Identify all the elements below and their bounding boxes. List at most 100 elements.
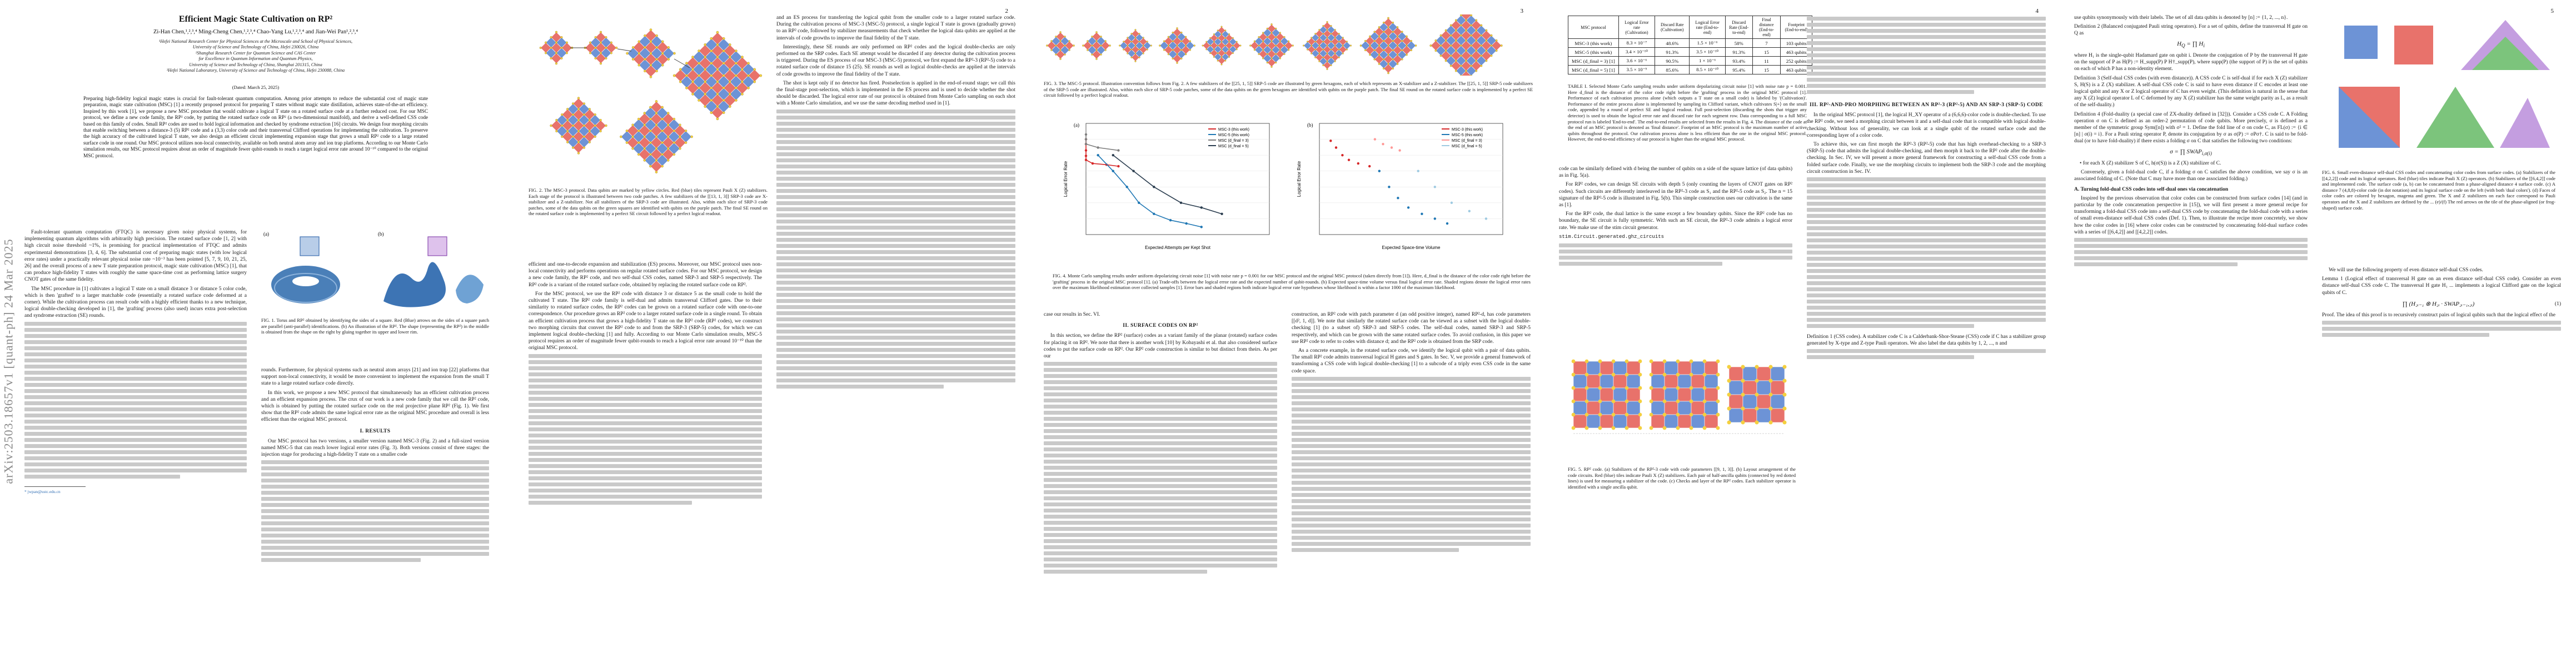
text-line-placeholder bbox=[776, 201, 1015, 205]
data-point bbox=[1185, 222, 1188, 225]
data-qubit bbox=[1465, 59, 1467, 62]
data-qubit bbox=[644, 58, 646, 61]
data-qubit bbox=[1318, 52, 1321, 54]
data-point bbox=[1091, 162, 1094, 165]
stabilizer-tile bbox=[1704, 401, 1718, 415]
stabilizer-tile bbox=[1626, 414, 1641, 429]
stabilizer-tile bbox=[1728, 380, 1743, 395]
data-qubit bbox=[1598, 386, 1602, 390]
text-line-placeholder bbox=[776, 292, 1015, 297]
data-qubit bbox=[588, 108, 591, 111]
data-qubit bbox=[1768, 406, 1773, 411]
stabilizer-tile bbox=[1651, 374, 1665, 389]
table-cell: 8.5 × 10⁻¹⁰ bbox=[1689, 65, 1726, 74]
data-qubit bbox=[1396, 63, 1399, 65]
stabilizer-tile bbox=[1770, 408, 1785, 423]
text-line-placeholder bbox=[1292, 499, 1531, 503]
text-line-placeholder bbox=[1044, 551, 1277, 556]
stabilizer-tile bbox=[1651, 401, 1665, 415]
text-line-placeholder bbox=[261, 509, 489, 514]
data-qubit bbox=[1091, 44, 1093, 47]
text-line-placeholder bbox=[1292, 450, 1531, 454]
text-line-placeholder bbox=[1807, 287, 2046, 292]
data-qubit bbox=[605, 46, 607, 49]
text-line-placeholder bbox=[776, 115, 1015, 120]
table-header-cell: Discard Rate (End-to-end) bbox=[1725, 16, 1753, 39]
data-qubit bbox=[1638, 412, 1642, 417]
data-qubit bbox=[704, 56, 707, 59]
data-qubit bbox=[679, 147, 681, 150]
data-qubit bbox=[1150, 44, 1152, 47]
data-qubit bbox=[1326, 52, 1328, 54]
data-qubit bbox=[1387, 26, 1389, 28]
data-qubit bbox=[1495, 39, 1498, 42]
data-qubit bbox=[747, 86, 750, 89]
stabilizer-tile bbox=[1586, 414, 1601, 429]
data-qubit bbox=[1330, 25, 1332, 27]
body-paragraph: For the RP² code, the dual lattice is th… bbox=[1559, 211, 1792, 231]
text-line-placeholder bbox=[1807, 214, 2046, 218]
text-line-placeholder bbox=[261, 479, 489, 483]
data-qubit bbox=[716, 43, 719, 46]
text-line-placeholder bbox=[24, 431, 247, 436]
data-point bbox=[1117, 165, 1120, 168]
data-qubit bbox=[1429, 44, 1432, 47]
proof-paragraph: Proof. The idea of this proof is to recu… bbox=[2322, 312, 2555, 318]
body-paragraph: For the MSC protocol, we use the RP² cod… bbox=[529, 291, 762, 351]
data-qubit bbox=[1649, 359, 1653, 364]
text-line-placeholder bbox=[1292, 529, 1531, 534]
data-point bbox=[1334, 146, 1338, 149]
text-line-placeholder bbox=[1807, 35, 2046, 39]
stabilizer-tile bbox=[1770, 380, 1785, 395]
text-line-placeholder bbox=[1559, 262, 1722, 266]
definition-2: Definition 2 (Balanced conjugated Pauli … bbox=[2074, 24, 2308, 37]
text-line-placeholder bbox=[261, 527, 489, 532]
text-line-placeholder bbox=[1807, 47, 2046, 51]
figure-1-panel-a-label: (a) bbox=[263, 231, 269, 237]
text-line-placeholder bbox=[1807, 269, 2046, 273]
data-qubit bbox=[1134, 29, 1137, 31]
data-qubit bbox=[1176, 62, 1178, 64]
text-line-placeholder bbox=[1044, 454, 1277, 458]
data-qubit bbox=[594, 135, 596, 138]
text-line-placeholder bbox=[1807, 90, 1974, 94]
section-heading-results: I. RESULTS bbox=[360, 428, 391, 434]
code-patch bbox=[672, 31, 763, 121]
text-line-placeholder bbox=[1807, 263, 2046, 267]
text-line-placeholder bbox=[529, 378, 762, 382]
rp2-cross-cap-shape bbox=[456, 275, 484, 303]
text-line-placeholder bbox=[24, 474, 180, 479]
text-line-placeholder bbox=[1044, 417, 1277, 421]
text-line-placeholder bbox=[776, 213, 1015, 217]
data-qubit bbox=[1382, 31, 1385, 33]
data-qubit bbox=[1130, 56, 1133, 58]
data-point bbox=[1378, 170, 1381, 172]
definition-1: Definition 1 (CSS codes). A stabilizer c… bbox=[1807, 334, 2046, 347]
text-line-placeholder bbox=[1292, 413, 1531, 417]
data-qubit bbox=[1378, 35, 1381, 38]
data-qubit bbox=[1465, 69, 1467, 72]
text-line-placeholder bbox=[2074, 238, 2308, 242]
stabilizer-tile bbox=[1613, 401, 1627, 415]
data-qubit bbox=[1755, 406, 1759, 411]
data-point bbox=[1117, 149, 1120, 152]
data-qubit bbox=[1342, 37, 1344, 39]
data-qubit bbox=[631, 58, 635, 61]
data-qubit bbox=[1330, 64, 1332, 66]
data-qubit bbox=[1213, 33, 1215, 36]
data-qubit bbox=[1490, 54, 1493, 57]
data-qubit bbox=[1369, 44, 1371, 47]
data-qubit bbox=[1059, 40, 1062, 42]
data-qubit bbox=[649, 117, 652, 121]
data-qubit bbox=[679, 123, 681, 127]
text-line-placeholder bbox=[776, 176, 1015, 181]
data-qubit bbox=[1782, 406, 1787, 411]
figure-1-caption: FIG. 1. Torus and RP² obtained by identi… bbox=[261, 317, 489, 335]
data-qubit bbox=[1095, 49, 1098, 51]
data-qubit bbox=[679, 135, 681, 138]
text-line-placeholder bbox=[776, 274, 1015, 278]
data-qubit bbox=[1180, 31, 1183, 34]
data-qubit bbox=[672, 74, 676, 77]
code-patch bbox=[584, 31, 618, 65]
data-point bbox=[1390, 146, 1393, 149]
